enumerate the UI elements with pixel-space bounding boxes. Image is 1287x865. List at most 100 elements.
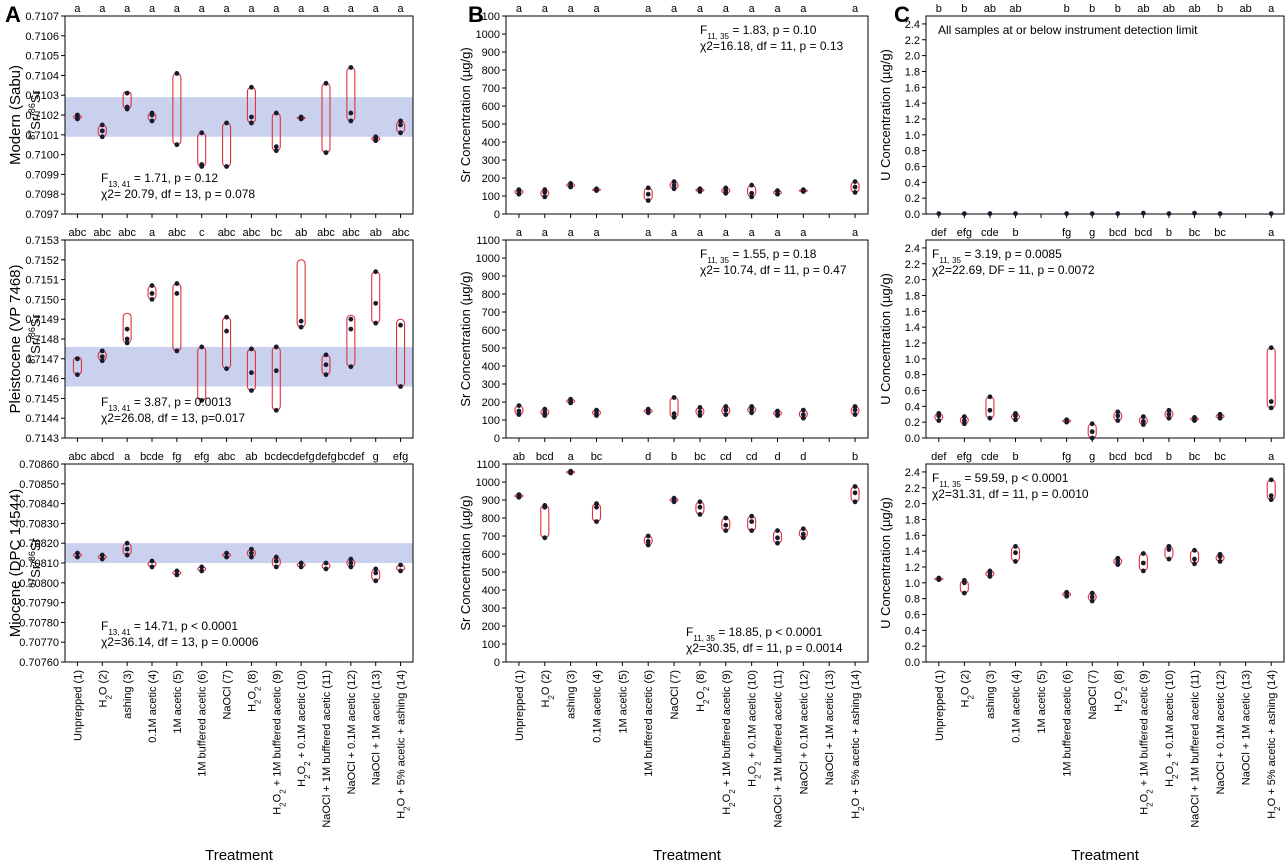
y-tick-label: 0.7148 [25,334,59,346]
x-tick-label: 0.1M acetic (4) [1011,670,1023,743]
y-axis-label: U Concentration (µg/g) [878,497,893,629]
y-tick-label: 0.70820 [19,538,59,550]
data-point [348,118,354,124]
y-tick-label: 0.7147 [25,354,59,366]
chart-C2: 0.0 0.2 0.4 0.6 0.8 1.0 1.2 1.4 1.6 1.8 2.0 2.2 2.4 U… [878,227,1285,445]
data-point [645,542,651,548]
y-tick-label: 0.70860 [19,459,59,471]
x-tick-label: NaOCl + 1M acetic (13) [1241,670,1253,785]
x-tick-label: H2O2 (8) [1113,670,1129,712]
x-tick-label: H2O + 5% acetic + ashing (14) [850,670,866,819]
significance-letter: a [749,227,756,239]
y-axis-label: Sr Concentration (µg/g) [458,47,473,182]
data-point [1089,435,1095,441]
significance-letter: def [931,227,947,239]
data-point [224,554,229,560]
data-point [249,346,254,352]
significance-letter: def [931,451,947,463]
range-bar [296,259,306,328]
significance-letter: abc [69,227,87,239]
data-point [1140,210,1146,216]
significance-letter: a [1268,227,1275,239]
significance-letter: a [645,227,652,239]
significance-letter: a [671,227,678,239]
data-point [936,411,942,416]
significance-letter: bc [1189,451,1201,463]
panel-letter-C: C [894,2,910,27]
stats-f: F13, 41 = 1.71, p = 0.12 [101,171,218,189]
y-tick-label: 2.0 [905,275,920,287]
y-tick-label: 0.8 [905,594,920,606]
significance-letter: a [800,227,807,239]
x-tick-label: H2O2 + 1M buffered acetic (9) [1138,670,1154,815]
significance-letter: bc [694,451,706,463]
x-tick-label: 1M acetic (5) [1036,670,1048,734]
x-tick-label: NaOCl + 1M buffered acetic (11) [1190,670,1202,828]
significance-letter: a [248,3,255,15]
data-point [398,384,403,389]
data-point [936,211,942,217]
data-point [348,364,354,370]
data-point [199,397,205,403]
stats-f: F11, 35 = 59.59, p < 0.0001 [932,471,1069,489]
data-point [1013,550,1018,556]
x-tick-label: NaOCl + 1M acetic (13) [824,670,836,785]
data-point [697,499,703,505]
y-axis-label: 87Sr/86Sr [27,538,43,588]
significance-letter: a [174,3,181,15]
row-label: Miocene (DPC 14544) [7,489,24,637]
data-point [961,578,967,583]
y-tick-label: 2.2 [905,483,920,495]
data-point [594,186,599,192]
data-point [1013,543,1018,549]
data-point [199,162,205,167]
significance-letter: ab [513,451,525,463]
significance-letter: ab [1240,3,1252,15]
data-point [1217,551,1223,557]
y-tick-label: 1.6 [905,530,920,542]
y-tick-label: 0.2 [905,641,920,653]
data-point [124,340,130,346]
data-point [775,188,780,194]
x-tick-label: 0.1M acetic (4) [592,670,604,743]
x-tick-label: H2O2 + 1M buffered acetic (9) [721,670,737,815]
data-point [298,324,304,330]
y-tick-label: 1000 [476,477,500,489]
plot-frame [925,15,1285,215]
data-point [124,104,130,110]
x-tick-label: 1M acetic (5) [617,670,629,734]
data-point [800,531,806,537]
data-point [99,354,105,360]
chart-B2: 0 100 200 300 400 500 600 700 800 900 1000 1100 Sr C… [458,227,869,445]
y-tick-label: 100 [482,415,500,427]
data-point [1089,421,1095,427]
significance-letter: d [800,451,806,463]
data-point [987,394,993,400]
significance-letter: a [348,3,355,15]
data-point [723,407,729,413]
y-tick-label: 1100 [476,11,500,23]
data-point [1140,418,1146,424]
stats-chi: χ2=30.35, df = 11, p = 0.0014 [686,641,843,655]
data-point [124,90,130,96]
chart-A3: 0.70760 0.70770 0.70780 0.70790 0.70800 0.708… [19,451,414,669]
y-tick-label: 700 [482,307,500,319]
data-point [723,412,729,417]
data-point [273,554,279,560]
significance-letter: cd [720,451,732,463]
significance-letter: bc [1189,227,1201,239]
data-point [224,120,229,126]
data-point [671,395,677,400]
significance-letter: a [568,451,575,463]
data-point [936,418,942,423]
y-tick-label: 0.7104 [25,70,59,82]
significance-letter: bc [270,227,282,239]
y-tick-label: 0.7145 [25,393,59,405]
data-point [398,322,403,328]
y-tick-label: 300 [482,379,500,391]
significance-letter: bc [1214,451,1226,463]
data-point [645,539,651,544]
significance-letter: fg [1062,227,1071,239]
x-tick-label: 1M buffered acetic (6) [197,670,209,777]
data-point [1140,414,1146,420]
